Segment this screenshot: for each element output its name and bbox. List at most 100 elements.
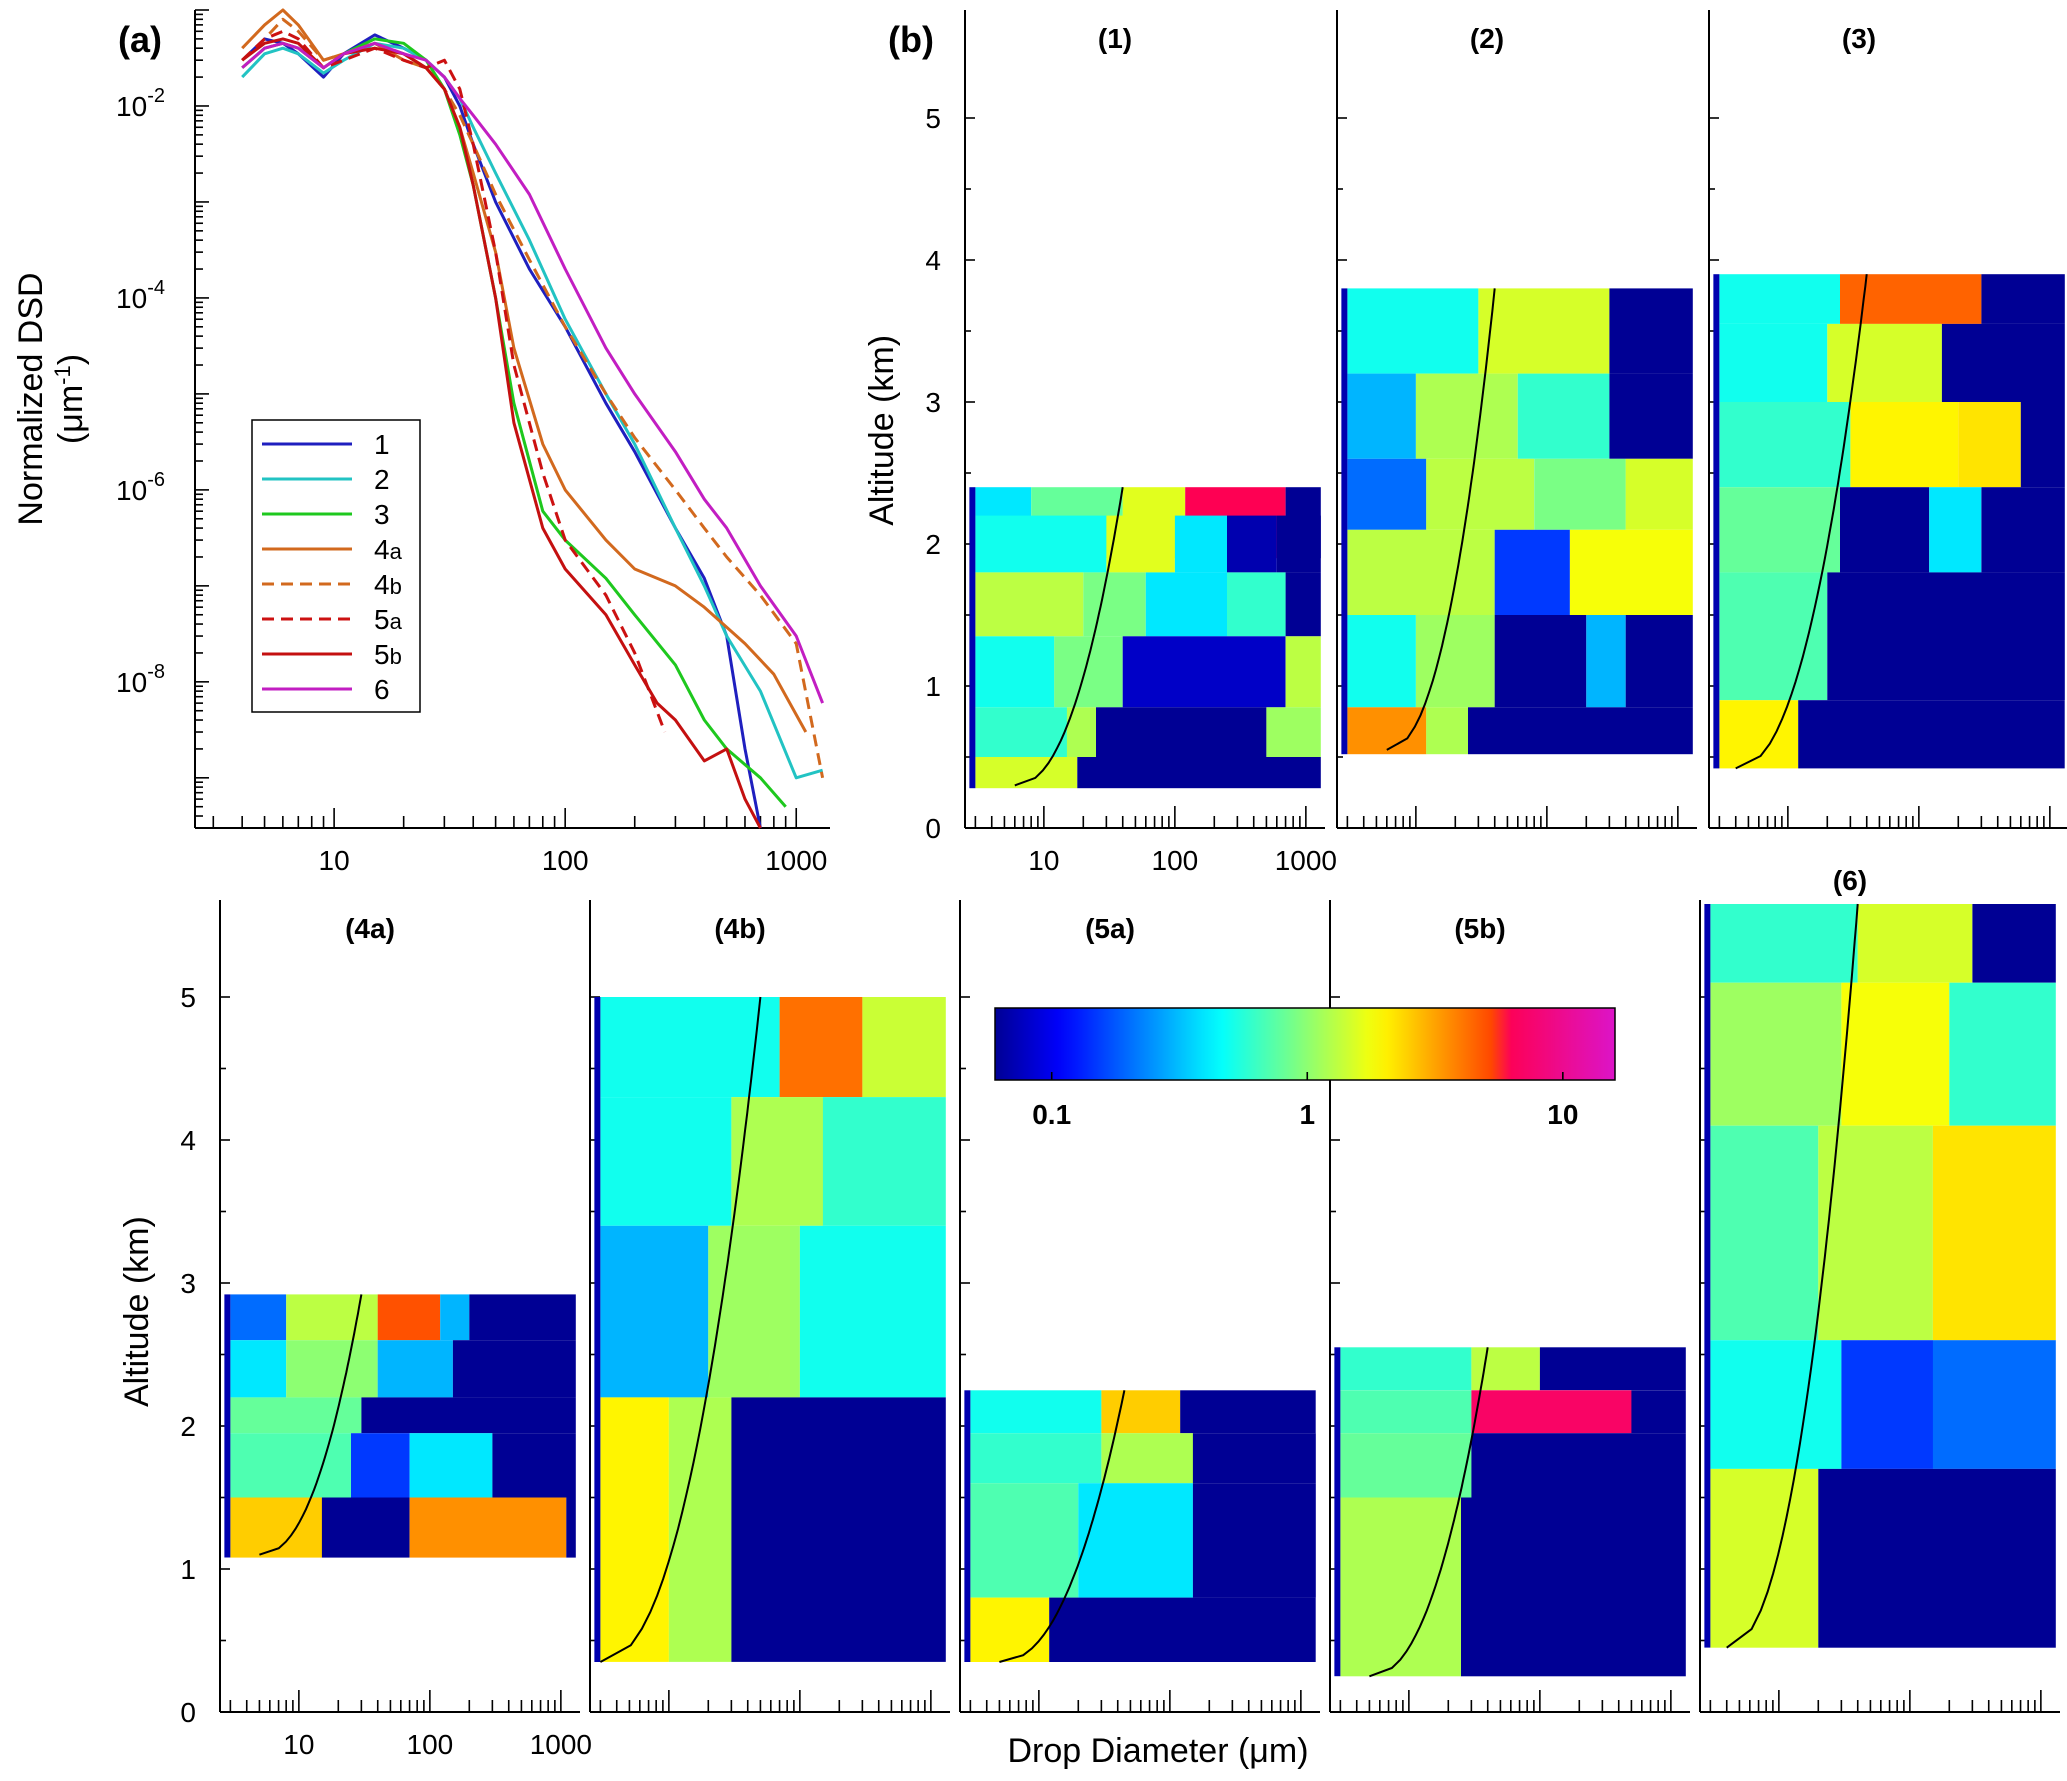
heat-cell	[2020, 402, 2065, 488]
fit-curve	[1369, 1347, 1489, 1678]
heat-edge	[1341, 288, 1348, 755]
fit-curve	[1726, 903, 1859, 1649]
y-axis-units: (μm-1)	[50, 354, 90, 444]
heat-cell	[708, 1225, 800, 1398]
fit-curve	[999, 1390, 1126, 1663]
heat-cell	[1719, 274, 1840, 324]
heat-cell	[600, 1397, 669, 1662]
heat-cell	[1101, 1433, 1193, 1484]
heat-cell	[1949, 982, 2056, 1126]
series-line-4b	[241, 17, 825, 779]
fit-curve	[599, 996, 762, 1663]
heat-cell	[1347, 288, 1479, 374]
y-tick-label: 0	[180, 1697, 196, 1728]
heatmap-panel-1: (1) 0 1 2 3 4 5 Altitude (km) 10 100 1000	[863, 10, 1337, 876]
heat-cell	[1285, 636, 1321, 708]
y-tick-label: 10-8	[116, 661, 165, 698]
heat-cell	[1719, 572, 1828, 701]
heat-cell	[1227, 515, 1277, 573]
heat-cell	[1710, 904, 1858, 983]
legend-label-5a: 5a	[374, 604, 403, 635]
heat-cell	[409, 1433, 493, 1498]
y-tick-label: 5	[180, 982, 196, 1013]
heat-cell	[321, 1497, 410, 1558]
x-tick-label: 100	[407, 1729, 454, 1760]
series-line-1	[241, 33, 762, 829]
heat-cell	[1078, 1483, 1193, 1598]
panel-title: (5a)	[1085, 913, 1135, 944]
colorbar-tick-label: 1	[1299, 1099, 1315, 1130]
y-tick-label: 4	[925, 245, 941, 276]
legend-label-4b: 4b	[374, 569, 402, 600]
heat-cell	[1122, 636, 1286, 708]
heat-cell	[1625, 615, 1693, 708]
heatmap-panel-2: (2)	[1336, 10, 1697, 829]
heat-cell	[1710, 1340, 1842, 1469]
heat-cell	[1494, 615, 1587, 708]
heat-cell	[1827, 572, 2065, 701]
panel-title: (2)	[1470, 23, 1504, 54]
heat-cell	[377, 1340, 453, 1398]
heat-cell	[1083, 572, 1146, 637]
heatmap-panel-3: (3)	[1708, 10, 2067, 829]
legend-label-5b: 5b	[374, 639, 402, 670]
heat-cell	[970, 1483, 1079, 1598]
heat-edge	[969, 487, 976, 789]
heat-cell	[1932, 1125, 2056, 1341]
heat-cell	[731, 1397, 946, 1662]
heat-cell	[731, 1097, 823, 1226]
heat-cell	[1192, 1433, 1316, 1484]
heat-edge	[964, 1390, 971, 1662]
y-tick-label: 1	[925, 671, 941, 702]
x-tick-label: 10	[319, 845, 350, 876]
heat-cell	[1340, 1433, 1472, 1498]
heat-edge	[224, 1294, 231, 1558]
panel-title: (1)	[1098, 23, 1132, 54]
heat-cell	[440, 1294, 470, 1341]
heat-cell	[1347, 373, 1416, 459]
heat-cell	[1850, 402, 1959, 488]
heat-cell	[1471, 1390, 1632, 1434]
heat-cell	[1347, 529, 1495, 615]
heat-cell	[1347, 707, 1427, 755]
heat-cell	[1340, 1497, 1461, 1677]
heat-cell	[1818, 1468, 2056, 1648]
legend-label-3: 3	[374, 499, 390, 530]
x-tick-label: 10	[1028, 845, 1059, 876]
heat-cell	[822, 1097, 946, 1226]
series-line-5a	[241, 29, 667, 733]
x-tick-label: 10	[283, 1729, 314, 1760]
heat-cell	[975, 757, 1078, 789]
heat-cell	[668, 1397, 732, 1662]
heat-cell	[230, 1397, 362, 1434]
heat-cell	[469, 1294, 576, 1341]
heatmap-panel-4b: (4b)	[589, 900, 950, 1713]
heat-cell	[1840, 487, 1930, 573]
heat-cell	[1340, 1390, 1472, 1434]
heat-cell	[779, 997, 863, 1098]
heat-cell	[230, 1433, 351, 1498]
heat-edge	[1713, 274, 1720, 769]
heat-cell	[1841, 1340, 1933, 1469]
heat-cell	[377, 1294, 441, 1341]
fit-curve	[1014, 487, 1124, 787]
colorbar-bar	[994, 1007, 1616, 1081]
heat-cell	[1941, 323, 2065, 402]
heat-cell	[1818, 1125, 1933, 1341]
y-tick-label: 5	[925, 103, 941, 134]
y-tick-label: 4	[180, 1125, 196, 1156]
heat-cell	[799, 1225, 946, 1398]
heat-edge	[1704, 904, 1711, 1648]
heat-cell	[1719, 487, 1840, 573]
y-tick-label: 10-2	[116, 85, 165, 122]
heat-cell	[1625, 458, 1693, 530]
heat-cell	[1719, 402, 1851, 488]
y-axis-label: Altitude (km)	[118, 1216, 156, 1407]
y-tick-label: 10-4	[116, 277, 165, 314]
y-tick-label: 2	[180, 1411, 196, 1442]
y-tick-label: 0	[925, 813, 941, 844]
heat-cell	[970, 1597, 1050, 1662]
